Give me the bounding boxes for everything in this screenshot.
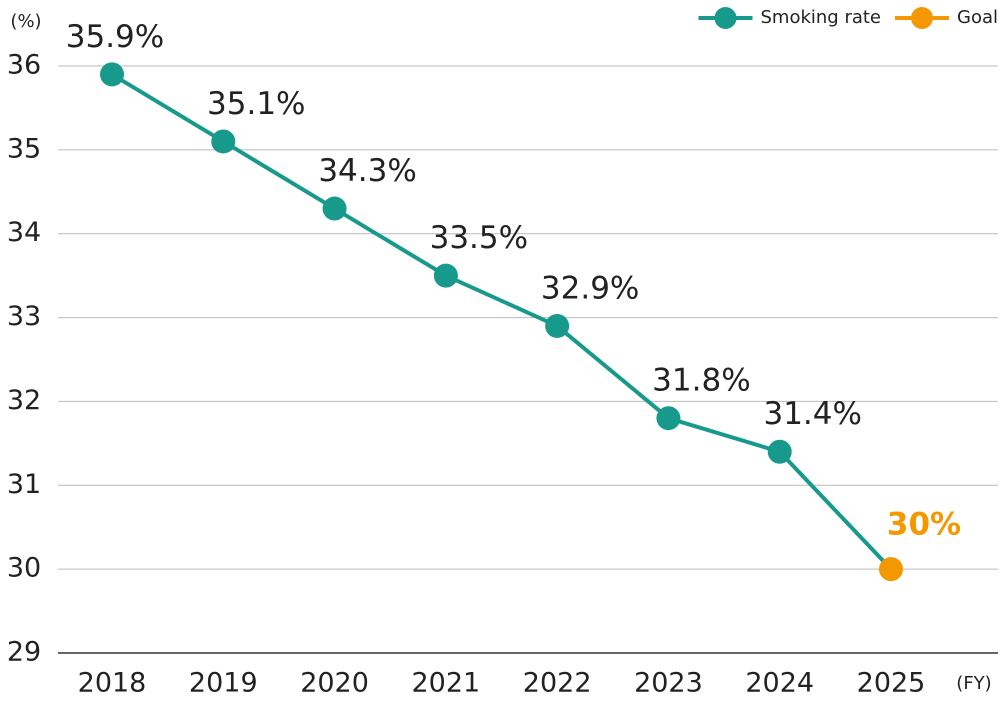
data-label: 35.1% xyxy=(207,86,305,122)
x-tick-label: 2018 xyxy=(78,668,147,699)
data-point xyxy=(100,62,124,87)
data-label: 34.3% xyxy=(318,153,416,189)
x-tick-label: 2023 xyxy=(634,668,703,699)
x-tick-label: 2019 xyxy=(189,668,258,699)
x-tick-label: 2020 xyxy=(300,668,369,699)
data-label: 31.4% xyxy=(763,396,861,432)
x-axis-label: (FY) xyxy=(956,673,991,694)
y-tick-label: 33 xyxy=(7,301,41,332)
data-point xyxy=(545,313,570,338)
data-label: 33.5% xyxy=(430,220,528,256)
data-label: 32.9% xyxy=(541,270,639,306)
legend-label: Goal xyxy=(957,7,998,28)
x-tick-label: 2021 xyxy=(411,668,480,699)
x-tick-label: 2025 xyxy=(857,668,926,699)
data-point xyxy=(879,557,903,582)
y-tick-label: 32 xyxy=(7,385,41,416)
legend-marker xyxy=(714,7,737,29)
legend-label: Smoking rate xyxy=(760,7,881,28)
data-point xyxy=(211,129,236,154)
y-tick-label: 29 xyxy=(7,637,41,668)
data-label: 30% xyxy=(887,507,961,543)
connector-line xyxy=(778,450,893,571)
data-point xyxy=(433,263,458,288)
y-tick-label: 35 xyxy=(7,133,41,164)
y-tick-label: 30 xyxy=(7,553,41,584)
x-tick-label: 2022 xyxy=(523,668,592,699)
y-tick-label: 31 xyxy=(7,469,41,500)
y-tick-label: 36 xyxy=(7,50,41,81)
legend-marker xyxy=(911,7,933,29)
data-label: 31.8% xyxy=(652,363,750,399)
x-tick-label: 2024 xyxy=(745,668,814,699)
y-axis-label: (%) xyxy=(10,11,41,32)
data-point xyxy=(767,439,792,464)
data-label: 35.9% xyxy=(66,19,164,55)
y-tick-label: 34 xyxy=(7,217,41,248)
data-point xyxy=(322,196,347,221)
data-point xyxy=(656,406,681,431)
